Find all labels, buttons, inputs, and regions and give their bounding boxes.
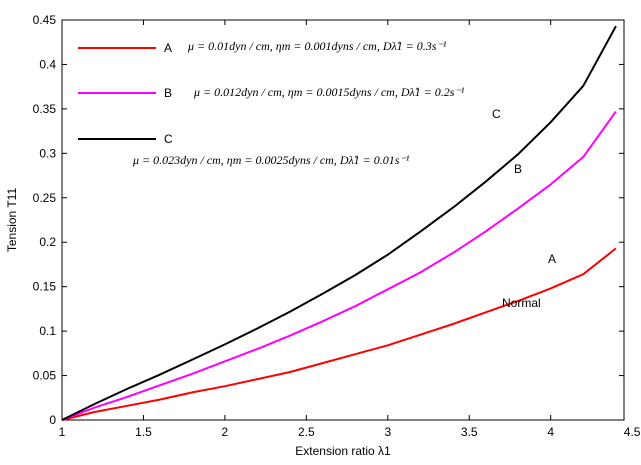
legend-label-a: A [164, 41, 172, 55]
legend-label-b: B [164, 86, 172, 100]
y-tick-label: 0.45 [33, 13, 57, 27]
y-tick-label: 0.15 [33, 280, 57, 294]
series-line-c [61, 25, 617, 421]
y-tick-label: 0.05 [33, 369, 57, 383]
annotation-a: μ = 0.01dyn / cm, ηm = 0.001dyns / cm, D… [187, 39, 447, 53]
x-tick-label: 3.5 [461, 425, 478, 439]
x-tick-label: 2 [222, 425, 229, 439]
series-line-a [61, 247, 617, 421]
x-tick-label: 3 [384, 425, 391, 439]
legend-label-c: C [164, 132, 173, 146]
curve-label-c: C [492, 107, 501, 121]
x-tick-label: 2.5 [298, 425, 315, 439]
x-tick-label: 1 [59, 425, 66, 439]
y-tick-label: 0 [49, 413, 56, 427]
y-tick-label: 0.2 [39, 235, 56, 249]
x-tick-label: 4 [547, 425, 554, 439]
annotation-c: μ = 0.023dyn / cm, ηm = 0.0025dyns / cm,… [132, 153, 410, 167]
curve-label-a: A [548, 252, 556, 266]
y-tick-label: 0.1 [39, 324, 56, 338]
y-tick-label: 0.4 [39, 57, 56, 71]
x-axis-label: Extension ratio λ1 [295, 444, 391, 458]
y-tick-label: 0.25 [33, 191, 57, 205]
y-tick-label: 0.35 [33, 102, 57, 116]
curve-label-normal: Normal [502, 296, 541, 310]
y-axis-label: Tension T11 [5, 188, 19, 253]
legend: A B C [78, 41, 173, 146]
y-tick-label: 0.3 [39, 146, 56, 160]
plot-area [61, 19, 625, 421]
x-tick-label: 4.5 [624, 425, 641, 439]
series-line-b [61, 111, 617, 421]
curve-label-b: B [514, 162, 522, 176]
x-tick-label: 1.5 [135, 425, 152, 439]
annotation-b: μ = 0.012dyn / cm, ηm = 0.0015dyns / cm,… [193, 85, 465, 99]
